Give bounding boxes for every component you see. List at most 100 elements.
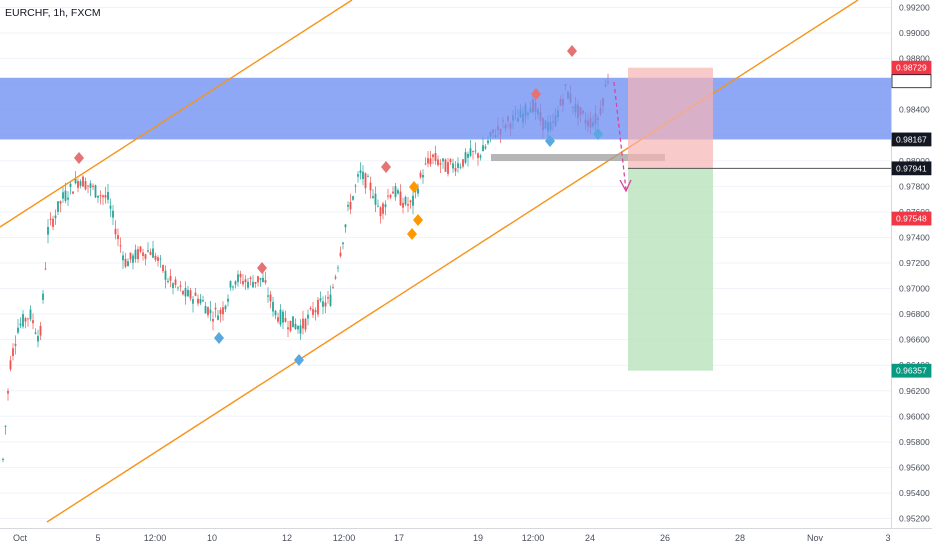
candle-body	[34, 332, 37, 334]
candle-body	[302, 318, 304, 329]
candle-body	[74, 178, 77, 184]
price-badge	[891, 161, 932, 176]
candle-body	[132, 255, 134, 263]
candle-body	[367, 176, 369, 178]
y-tick-label: 0.97400	[899, 232, 930, 242]
candle-body	[87, 185, 89, 187]
candle-body	[79, 181, 82, 186]
price-badge	[891, 74, 932, 89]
candle-body	[447, 162, 449, 174]
candle-body	[77, 181, 79, 188]
candle-body	[307, 314, 309, 319]
candle-body	[354, 185, 357, 187]
candle-body	[179, 285, 182, 287]
candle-body	[119, 245, 122, 247]
candle-body	[317, 299, 319, 315]
candle-body	[104, 195, 107, 198]
time-axis[interactable]: Oct 5 12:00 10 12 12:00 17 19 12:00 24 26 28 Nov 3	[13, 533, 891, 543]
candle-body	[462, 159, 464, 167]
candle-body	[209, 309, 212, 314]
candle-body	[327, 297, 329, 299]
candle-body	[4, 425, 7, 427]
candle-body	[477, 153, 479, 158]
candle-body	[194, 292, 197, 296]
price-badge-label: 0.98623	[896, 76, 927, 86]
candle-body	[187, 289, 189, 297]
x-tick-label: 12:00	[333, 533, 356, 543]
candle-body	[24, 318, 27, 322]
y-tick-label: 0.96000	[899, 411, 930, 421]
candle-body	[57, 201, 59, 212]
candle-body	[329, 294, 332, 306]
channel-lower-line	[46, 0, 859, 523]
peak-marker	[381, 161, 391, 173]
candle-body	[287, 327, 289, 330]
candle-body	[304, 318, 307, 330]
candle-body	[412, 195, 414, 206]
candle-body	[69, 183, 72, 188]
y-tick-label: 0.98000	[899, 156, 930, 166]
candle-body	[27, 318, 29, 320]
candle-body	[44, 268, 47, 270]
candle-body	[297, 325, 299, 330]
price-badge-label: 0.98729	[896, 63, 927, 73]
candle-body	[102, 195, 104, 198]
candle-body	[249, 277, 252, 280]
candle-body	[479, 155, 482, 158]
candle-body	[224, 305, 227, 310]
candle-body	[259, 278, 262, 280]
candle-body	[394, 186, 397, 198]
candle-body	[432, 154, 434, 158]
candle-body	[99, 195, 102, 197]
candle-body	[32, 320, 34, 324]
candle-body	[434, 153, 437, 162]
x-tick-label: 12:00	[144, 533, 167, 543]
y-tick-label: 0.96200	[899, 386, 930, 396]
candle-body	[17, 327, 19, 333]
candle-body	[54, 215, 57, 219]
candle-body	[234, 281, 237, 285]
peak-marker	[257, 262, 267, 274]
candle-body	[239, 273, 242, 278]
candle-body	[37, 335, 39, 342]
candle-body	[377, 205, 379, 207]
candle-body	[227, 298, 229, 302]
candle-body	[49, 218, 52, 220]
candle-body	[9, 360, 12, 370]
peak-marker	[74, 152, 84, 164]
candle-body	[89, 183, 92, 188]
candle-body	[12, 348, 14, 357]
candle-body	[172, 283, 174, 288]
candle-body	[387, 195, 389, 197]
candle-body	[392, 191, 394, 194]
candle-body	[357, 174, 359, 177]
candle-body	[469, 148, 472, 156]
candle-body	[427, 158, 429, 164]
candle-body	[154, 255, 157, 260]
candle-body	[419, 172, 422, 178]
candle-body	[47, 226, 49, 235]
chart-title: EURCHF, 1h, FXCM	[5, 7, 101, 19]
x-tick-label: 5	[95, 533, 100, 543]
plot-area	[0, 7, 891, 519]
consolidation-bar	[491, 154, 665, 161]
candle-body	[97, 195, 99, 198]
candle-body	[237, 274, 239, 283]
candle-body	[322, 301, 324, 307]
y-tick-label: 0.97000	[899, 284, 930, 294]
candle-body	[362, 171, 364, 179]
candle-body	[177, 287, 179, 289]
y-tick-label: 0.95200	[899, 514, 930, 524]
candle-body	[282, 311, 284, 323]
candle-body	[84, 181, 87, 190]
candle-body	[444, 159, 447, 172]
candle-body	[482, 145, 484, 152]
y-tick-label: 0.95600	[899, 462, 930, 472]
candle-body	[292, 316, 294, 328]
candle-body	[277, 317, 279, 322]
candle-body	[199, 299, 202, 304]
y-tick-label: 0.98800	[899, 54, 930, 64]
candle-body	[339, 252, 342, 257]
price-axis[interactable]: 0.992000.990000.988000.986000.984000.982…	[891, 3, 932, 524]
